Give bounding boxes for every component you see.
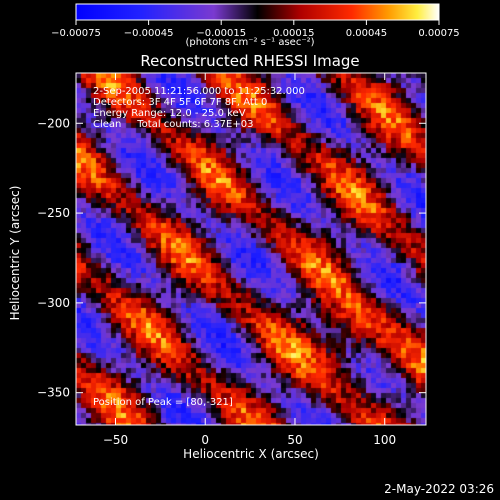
colorbar-unit-label: (photons cm⁻² s⁻¹ asec⁻²) bbox=[185, 37, 315, 48]
x-axis-ticks: −50 0 50 100 bbox=[103, 73, 396, 447]
annotation-time: 2-Sep-2005 11:21:56.000 to 11:25:32.000 bbox=[93, 86, 305, 97]
colorbar-tick-label: 0.00015 bbox=[273, 28, 314, 39]
x-axis-label: Heliocentric X (arcsec) bbox=[183, 447, 319, 461]
annotation-energy: Energy Range: 12.0 - 25.0 keV bbox=[93, 108, 246, 119]
y-axis-label: Heliocentric Y (arcsec) bbox=[8, 185, 22, 321]
heatmap-image bbox=[76, 73, 426, 425]
x-tick-label: 50 bbox=[287, 433, 302, 447]
y-tick-label: −300 bbox=[37, 296, 70, 310]
chart-title: Reconstructed RHESSI Image bbox=[140, 52, 360, 70]
colorbar-ticks: −0.00075 −0.00045 −0.00015 0.00015 0.00045 0.… bbox=[51, 20, 460, 39]
colorbar-tick-label: 0.00045 bbox=[346, 28, 387, 39]
y-tick-label: −200 bbox=[37, 116, 70, 130]
annotation-counts: Clean Total counts: 6.37E+03 bbox=[93, 119, 254, 130]
y-tick-label: −250 bbox=[37, 206, 70, 220]
y-tick-label: −350 bbox=[37, 386, 70, 400]
x-tick-label: 0 bbox=[201, 433, 209, 447]
x-tick-label: −50 bbox=[103, 433, 128, 447]
colorbar-tick-label: −0.00045 bbox=[124, 28, 174, 39]
annotation-detectors: Detectors: 3F 4F 5F 6F 7F 8F, Att 0 bbox=[93, 97, 268, 108]
y-axis-ticks: −200 −250 −300 −350 bbox=[37, 116, 426, 400]
colorbar-tick-label: 0.00075 bbox=[418, 28, 459, 39]
plot-frame bbox=[75, 72, 427, 426]
colorbar-tick-label: −0.00015 bbox=[196, 28, 246, 39]
colorbar bbox=[75, 3, 440, 21]
colorbar-area: −0.00075 −0.00045 −0.00015 0.00015 0.00045 0.… bbox=[51, 3, 460, 39]
x-tick-label: 100 bbox=[373, 433, 396, 447]
colorbar-tick-label: −0.00075 bbox=[51, 28, 101, 39]
footer-date: 2-May-2022 03:26 bbox=[384, 482, 494, 496]
peak-position-label: Position of Peak = [80,-321] bbox=[93, 397, 233, 408]
